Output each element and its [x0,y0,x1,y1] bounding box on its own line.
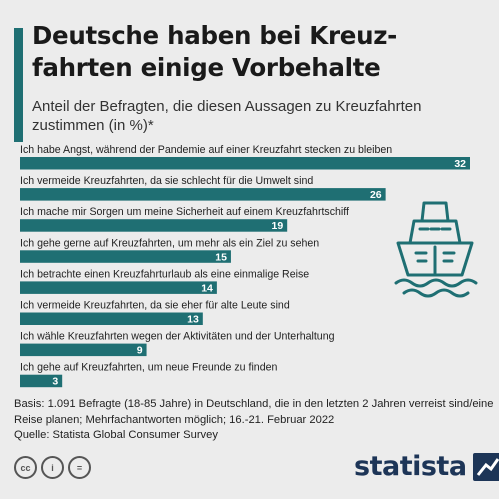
data-label: 26 [370,189,382,201]
bar[interactable] [20,188,386,201]
data-label: 19 [272,220,284,232]
bar[interactable] [20,250,231,263]
data-label: 15 [215,251,227,263]
category-label: Ich gehe auf Kreuzfahrten, um neue Freun… [20,362,277,374]
bar[interactable] [20,343,147,357]
data-label: 32 [454,158,466,170]
category-label: Ich habe Angst, während der Pandemie auf… [20,144,392,156]
title-accent-bar [14,28,23,142]
category-label: Ich mache mir Sorgen um meine Sicherheit… [20,206,349,218]
category-label: Ich wähle Kreuzfahrten wegen der Aktivit… [20,331,335,343]
data-label: 13 [187,314,199,326]
statista-logo-icon [472,452,499,481]
bar[interactable] [20,374,63,388]
basis-note: Basis: 1.091 Befragte (18-85 Jahre) in D… [14,398,494,426]
cruise-ship-icon [394,201,478,298]
chart-title: Deutsche haben bei Kreuz-fahrten einige … [32,21,398,82]
category-label: Ich betrachte einen Kreuzfahrturlaub als… [20,268,309,280]
statista-brand[interactable]: statista [354,451,499,482]
footer-note: Basis: 1.091 Befragte (18-85 Jahre) in D… [14,397,494,444]
category-label: Ich vermeide Kreuzfahrten, da sie eher f… [20,300,290,312]
bar[interactable] [20,281,217,294]
no-derivatives-icon[interactable]: = [68,456,91,479]
brand-name: statista [354,451,467,482]
category-label: Ich gehe gerne auf Kreuzfahrten, um mehr… [20,237,319,249]
license-icons: cc i = [14,456,91,479]
data-label: 14 [201,282,213,294]
bar[interactable] [20,157,470,170]
bar[interactable] [20,219,288,232]
attribution-icon[interactable]: i [41,456,64,479]
cc-icon[interactable]: cc [14,456,37,479]
chart-subtitle: Anteil der Befragten, die diesen Aussage… [32,98,422,134]
category-label: Ich vermeide Kreuzfahrten, da sie schlec… [20,175,313,187]
source-note: Quelle: Statista Global Consumer Survey [14,429,218,441]
bar[interactable] [20,312,203,326]
data-label: 3 [52,376,58,388]
data-label: 9 [137,345,143,357]
